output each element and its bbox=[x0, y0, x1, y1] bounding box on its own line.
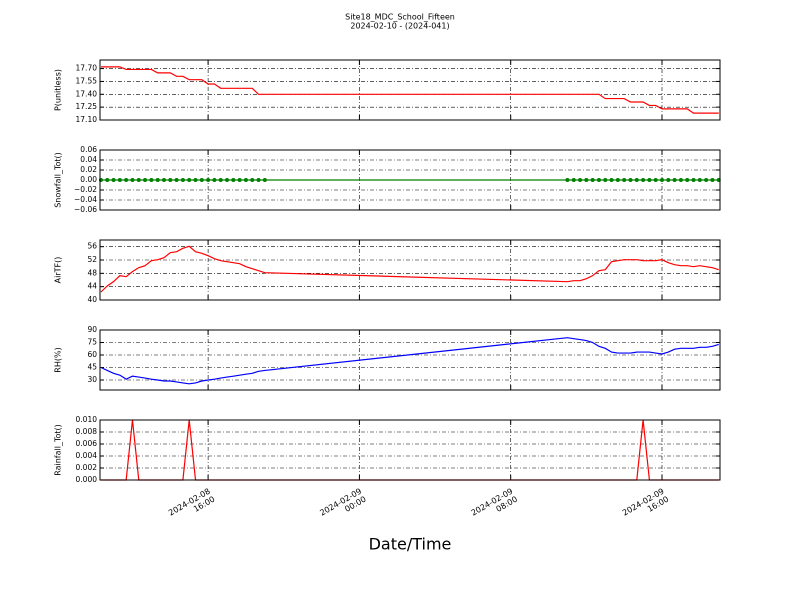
y-tick-label: 17.70 bbox=[76, 64, 98, 73]
data-point bbox=[704, 178, 709, 182]
y-tick-label: 30 bbox=[87, 375, 97, 384]
data-point bbox=[231, 178, 236, 182]
y-tick-label: 0.06 bbox=[80, 145, 97, 154]
y-axis-label: Snowfall_Tot() bbox=[54, 152, 63, 208]
data-point bbox=[678, 178, 683, 182]
y-tick-label: 52 bbox=[87, 255, 97, 264]
data-point bbox=[628, 178, 633, 182]
y-tick-label: 17.55 bbox=[76, 76, 98, 85]
data-point bbox=[710, 178, 715, 182]
data-point bbox=[603, 178, 608, 182]
data-point bbox=[105, 178, 110, 182]
data-point bbox=[193, 178, 198, 182]
data-point bbox=[143, 178, 148, 182]
data-point bbox=[578, 178, 583, 182]
data-point bbox=[174, 178, 179, 182]
data-point bbox=[180, 178, 185, 182]
data-point bbox=[212, 178, 217, 182]
axes-frame bbox=[99, 239, 721, 301]
data-point bbox=[685, 178, 690, 182]
data-point bbox=[225, 178, 230, 182]
data-line bbox=[100, 66, 719, 114]
data-point bbox=[262, 178, 267, 182]
data-point bbox=[168, 178, 173, 182]
data-point bbox=[218, 178, 223, 182]
y-tick-label: 0.000 bbox=[76, 475, 98, 484]
y-tick-label: 0.00 bbox=[80, 175, 97, 184]
data-point bbox=[124, 178, 129, 182]
y-tick-label: 0.002 bbox=[76, 463, 98, 472]
y-tick-label: 0.006 bbox=[76, 439, 98, 448]
data-point bbox=[634, 178, 639, 182]
data-point bbox=[647, 178, 652, 182]
y-axis-label: P(unitless) bbox=[54, 69, 63, 111]
data-point bbox=[660, 178, 665, 182]
data-point bbox=[571, 178, 576, 182]
y-tick-label: 60 bbox=[87, 350, 97, 359]
x-axis-label: Date/Time bbox=[369, 535, 452, 554]
data-point bbox=[596, 178, 601, 182]
data-point bbox=[666, 178, 671, 182]
data-point bbox=[256, 178, 261, 182]
y-tick-label: 17.40 bbox=[76, 89, 98, 98]
y-tick-label: −0.06 bbox=[74, 205, 97, 214]
data-point bbox=[697, 178, 702, 182]
axes-frame bbox=[99, 149, 721, 211]
data-point bbox=[155, 178, 160, 182]
data-point bbox=[243, 178, 248, 182]
data-point bbox=[187, 178, 192, 182]
y-tick-label: 0.008 bbox=[76, 427, 98, 436]
axes-frame bbox=[99, 329, 721, 391]
data-point bbox=[206, 178, 211, 182]
data-point bbox=[237, 178, 242, 182]
y-tick-label: 0.04 bbox=[80, 155, 97, 164]
data-point bbox=[565, 178, 570, 182]
data-point bbox=[584, 178, 589, 182]
y-axis-label: RH(%) bbox=[54, 347, 63, 372]
data-point bbox=[136, 178, 141, 182]
data-point bbox=[161, 178, 166, 182]
y-tick-label: 17.10 bbox=[76, 115, 98, 124]
y-tick-label: 48 bbox=[87, 268, 97, 277]
figure-subtitle: 2024-02-10 - (2024-041) bbox=[350, 22, 449, 31]
y-tick-label: 90 bbox=[87, 325, 97, 334]
figure-title: Site18_MDC_School_Fifteen bbox=[345, 13, 455, 22]
data-point bbox=[622, 178, 627, 182]
data-line bbox=[100, 245, 719, 293]
y-axis-label: Rainfall_Tot() bbox=[54, 424, 63, 476]
data-point bbox=[609, 178, 614, 182]
data-point bbox=[653, 178, 658, 182]
y-tick-label: 75 bbox=[87, 338, 97, 347]
y-tick-label: −0.04 bbox=[74, 195, 97, 204]
data-point bbox=[149, 178, 154, 182]
y-tick-label: 0.004 bbox=[76, 451, 98, 460]
axes-frame bbox=[99, 59, 721, 121]
data-point bbox=[250, 178, 255, 182]
y-tick-label: 56 bbox=[87, 242, 97, 251]
y-axis-label: AirTF() bbox=[54, 257, 63, 284]
data-point bbox=[130, 178, 135, 182]
data-point bbox=[111, 178, 116, 182]
y-tick-label: 44 bbox=[87, 282, 97, 291]
y-tick-label: 40 bbox=[87, 295, 97, 304]
y-tick-label: 17.25 bbox=[76, 102, 98, 111]
y-tick-label: 45 bbox=[87, 363, 97, 372]
data-point bbox=[199, 178, 204, 182]
y-tick-label: 0.010 bbox=[76, 415, 98, 424]
data-point bbox=[641, 178, 646, 182]
data-point bbox=[672, 178, 677, 182]
data-line bbox=[100, 337, 719, 385]
data-point bbox=[691, 178, 696, 182]
data-point bbox=[615, 178, 620, 182]
y-tick-label: −0.02 bbox=[74, 185, 97, 194]
data-point bbox=[117, 178, 122, 182]
y-tick-label: 0.02 bbox=[80, 165, 97, 174]
data-point bbox=[590, 178, 595, 182]
axes-frame bbox=[99, 419, 721, 481]
